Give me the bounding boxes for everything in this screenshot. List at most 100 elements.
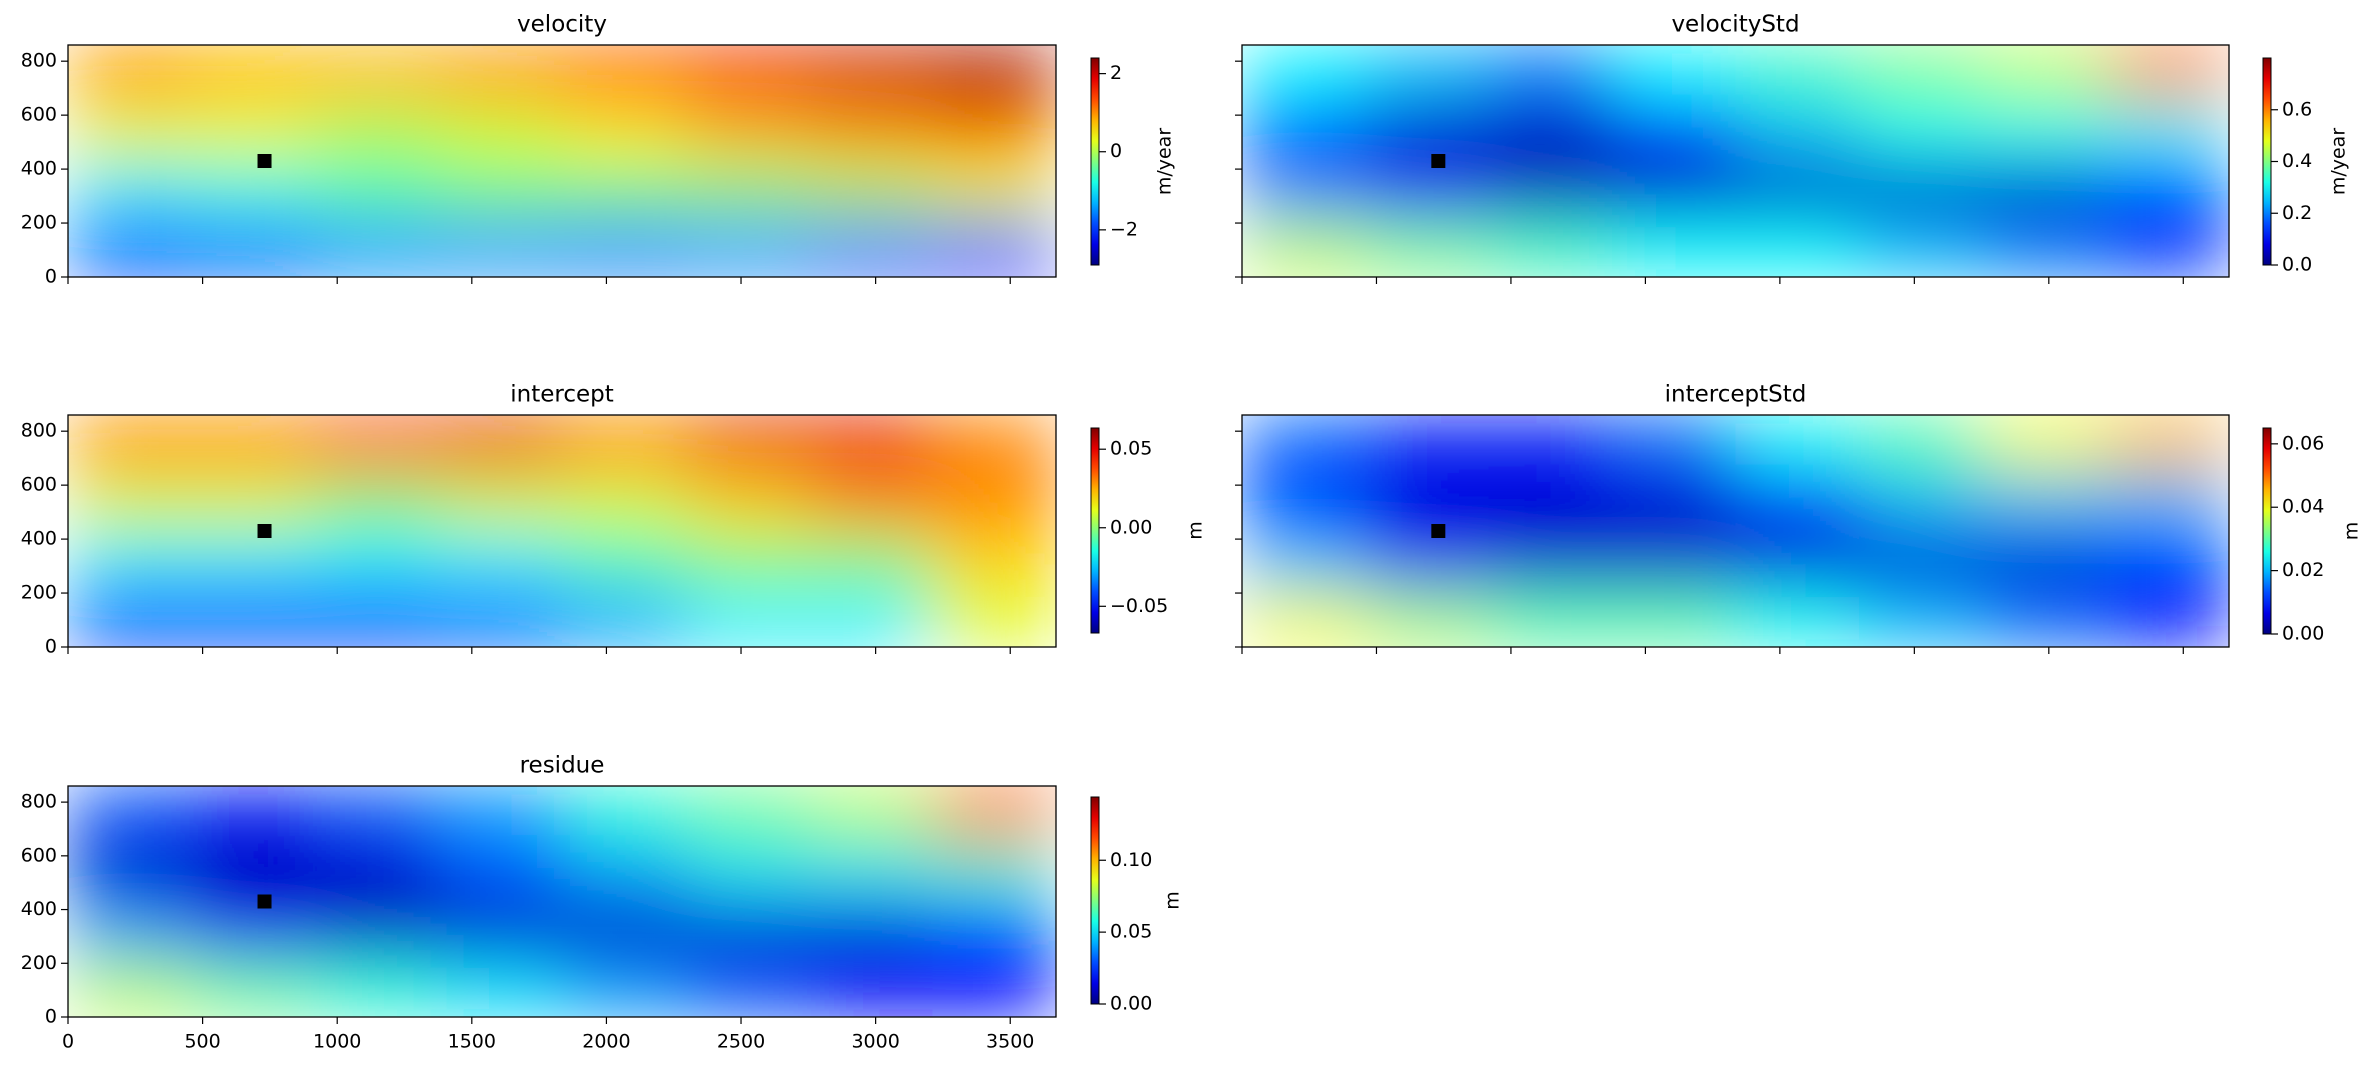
y-tick-label: 200 [21,582,57,604]
heatmap-cell [1982,531,2107,590]
colorbar-tick-label: 0.00 [1110,516,1152,538]
heatmap-cell [315,103,439,162]
heatmap-cell [191,219,316,277]
heatmap-cell [932,103,1056,162]
heatmap-cells [68,415,1056,647]
heatmap-cell [1735,45,1860,104]
heatmap-cell [1858,415,1983,474]
heatmap-cell [191,103,316,162]
heatmap-cell [1365,589,1490,647]
heatmap-cell [562,959,686,1017]
axes-frame [1241,44,2230,278]
y-tick-label: 0 [45,1006,57,1028]
heatmap-cell [68,219,192,277]
heatmap-cell [932,589,1056,647]
heatmap-cell [1982,473,2107,532]
panel: 0 200 400 600 800 velocity −2 0 2 m/year [21,12,1176,288]
colorbar-tick-label: 0.2 [2282,202,2312,224]
heatmap-cell [1365,219,1490,277]
heatmap-cell [2105,415,2229,474]
heatmap-cell [1242,531,1366,590]
panel: 0 500 1000 1500 2000 2500 3000 3500 0 200 400 600 80… [21,753,1184,1053]
heatmap-cell [438,473,563,532]
x-tick-label: 1000 [313,1031,361,1053]
heatmap-cell [1242,589,1366,647]
heatmap-cell [68,786,192,845]
heatmap-cell [1735,531,1860,590]
colorbar-tick-label: 0.0 [2282,254,2312,276]
heatmap-cell [932,843,1056,902]
colorbar-label: m/year [2328,128,2350,195]
heatmap-cell [685,843,810,902]
heatmap-cell [191,415,316,474]
heatmap-cell [1242,219,1366,277]
heatmap-cell [562,901,686,960]
heatmap-cell [68,473,192,532]
marker [1431,154,1446,168]
heatmap-cell [562,843,686,902]
heatmap-cell [1982,161,2107,220]
heatmap-cell [2105,531,2229,590]
panel-title: velocityStd [1671,12,1799,38]
heatmap-cell [1365,531,1490,590]
heatmap-cell [562,103,686,162]
heatmap-cell [1982,219,2107,277]
heatmap-cell [1242,103,1366,162]
heatmap-cell [685,103,810,162]
heatmap-cell [315,45,439,104]
colorbar-tick-label: 0.05 [1110,921,1152,943]
heatmap-cell [1612,219,1736,277]
heatmap-cell [562,45,686,104]
heatmap-cell [315,473,439,532]
heatmap-cell [438,589,563,647]
heatmap-cell [1365,415,1490,474]
x-tick-label: 1500 [448,1031,496,1053]
y-tick-label: 0 [45,636,57,658]
x-tick-label: 2500 [717,1031,765,1053]
heatmap-cell [1242,161,1366,220]
heatmap-cell [2105,219,2229,277]
heatmap-cell [809,589,933,647]
heatmap [1242,45,2229,277]
colorbar-tick-label: 0 [1110,140,1122,162]
colorbar [2262,57,2272,266]
heatmap-cell [932,161,1056,220]
heatmap-cell [315,531,439,590]
heatmap-cell [1488,473,1613,532]
heatmap-cell [1858,531,1983,590]
panel: 0 200 400 600 800 intercept −0.05 0.00 0.05 m [21,382,1207,658]
y-tick-label: 200 [21,212,57,234]
axes-frame [67,785,1057,1018]
x-tick-label: 2000 [582,1031,630,1053]
x-tick-label: 500 [184,1031,220,1053]
heatmap-cell [315,901,439,960]
heatmap-cell [809,103,933,162]
heatmap-cell [685,959,810,1017]
heatmap-cell [68,45,192,104]
heatmap-cell [1488,219,1613,277]
heatmap-cells [1242,415,2229,647]
colorbar-tick-label: 0.00 [2282,623,2324,645]
heatmap-cell [68,415,192,474]
heatmap-cell [2105,473,2229,532]
heatmap-cell [438,415,563,474]
heatmap-cell [1982,415,2107,474]
colorbar-tick-label: −2 [1110,218,1138,240]
heatmap-cell [191,161,316,220]
heatmap-cell [68,531,192,590]
heatmap-cell [685,219,810,277]
heatmap-cell [932,219,1056,277]
heatmap-cell [685,45,810,104]
heatmap-cell [315,786,439,845]
heatmap-cell [315,219,439,277]
axes-frame [1241,414,2230,648]
heatmap-cell [1612,473,1736,532]
axes-frame [67,44,1057,278]
heatmap-cell [2105,103,2229,162]
heatmap-cell [191,473,316,532]
heatmap-cell [1982,103,2107,162]
x-tick-label: 3500 [986,1031,1034,1053]
heatmap-cell [1858,473,1983,532]
heatmap-cell [1858,161,1983,220]
